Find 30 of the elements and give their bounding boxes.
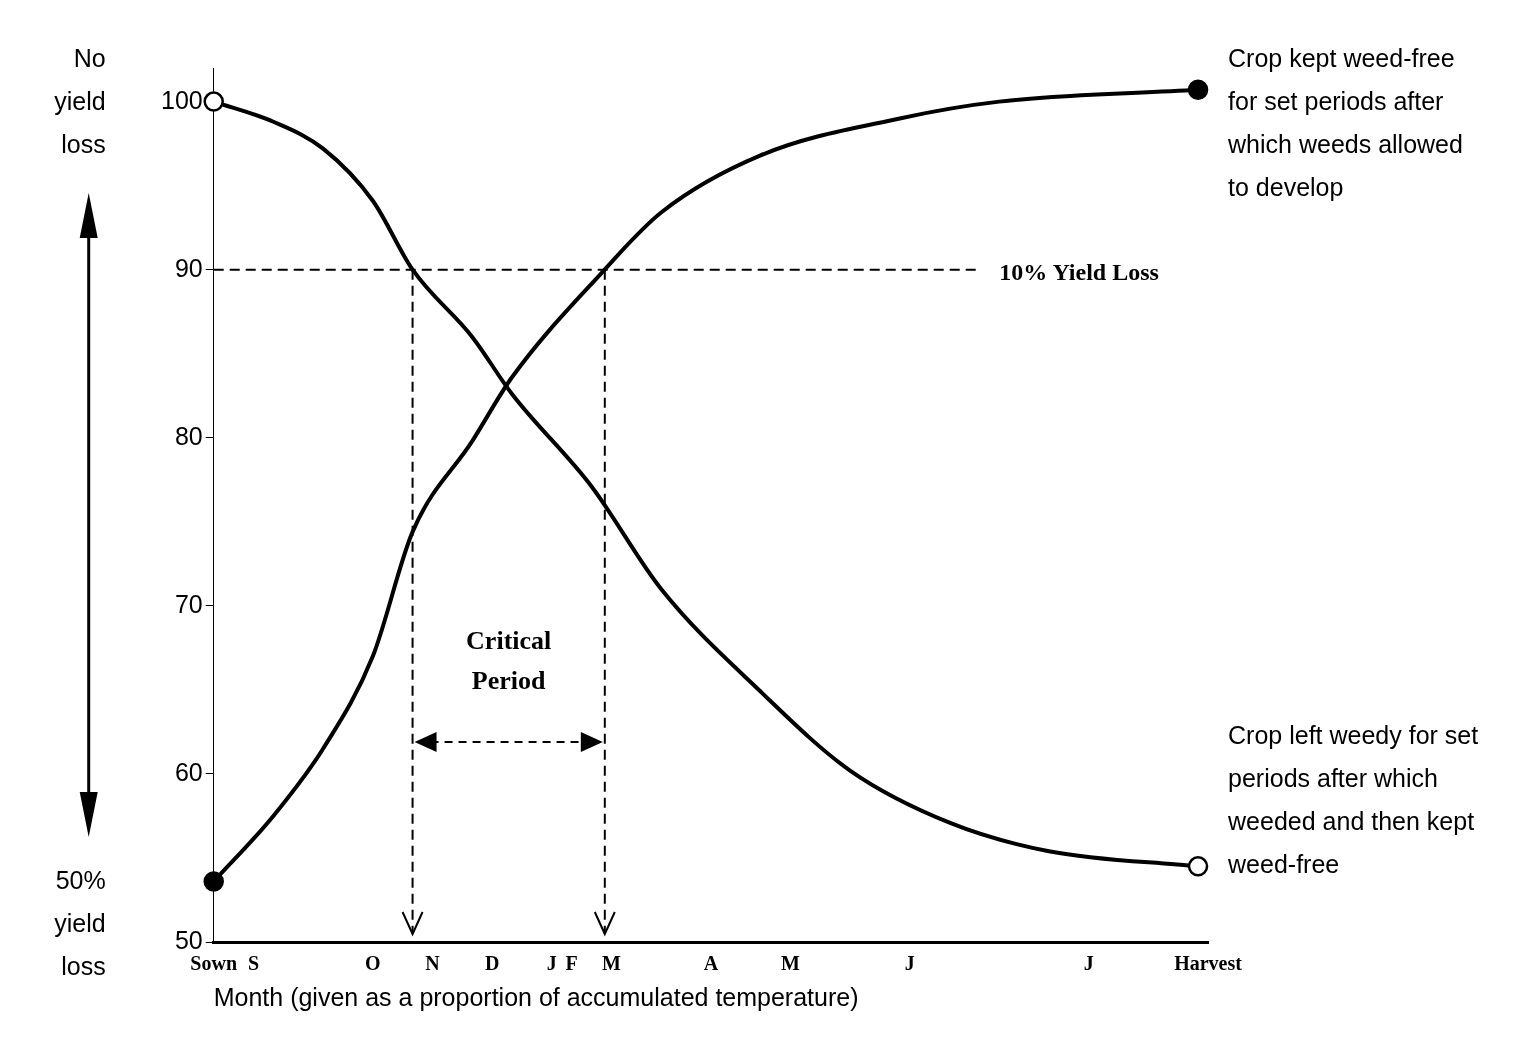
point (203, 871, 224, 892)
point (1187, 79, 1209, 101)
series-label: Crop left weedy for set periods after which weeded and then kept weed-free (1227, 721, 1479, 879)
x-tick-label: N (425, 952, 441, 975)
x-tick-label: D (484, 952, 500, 975)
x-tick-label: J (904, 952, 915, 975)
point (203, 91, 224, 112)
x-tick-label: F (565, 952, 578, 975)
ref-line-label: 10% Yield Loss (999, 258, 1159, 285)
text: 50% yield loss (54, 865, 106, 980)
x-axis-title: Month (given as a proportion of accumulated temperature) (213, 982, 859, 1011)
y-tick-label: 60 (174, 757, 203, 786)
x-tick-label: J (546, 952, 557, 975)
text: No yield loss (54, 43, 106, 158)
annotation: Critical Period (466, 625, 552, 695)
x-tick-label: O (365, 952, 381, 975)
x-tick-label: Sown (190, 952, 238, 975)
y-tick-label: 70 (174, 589, 203, 618)
y-tick-label: 100 (160, 85, 203, 114)
x-tick-label: Harvest (1174, 952, 1243, 975)
x-tick-label: J (1083, 952, 1094, 975)
point (1187, 856, 1209, 877)
x-tick-label: S (247, 952, 260, 975)
y-tick-label: 90 (174, 253, 203, 282)
series-label: Crop kept weed-free for set periods after which weeds allowed to develop (1227, 43, 1463, 201)
x-tick-label: M (601, 952, 621, 975)
y-tick-label: 80 (174, 421, 203, 450)
y-tick-label: 50 (174, 925, 203, 954)
x-tick-label: M (780, 952, 800, 975)
x-tick-label: A (703, 952, 719, 975)
